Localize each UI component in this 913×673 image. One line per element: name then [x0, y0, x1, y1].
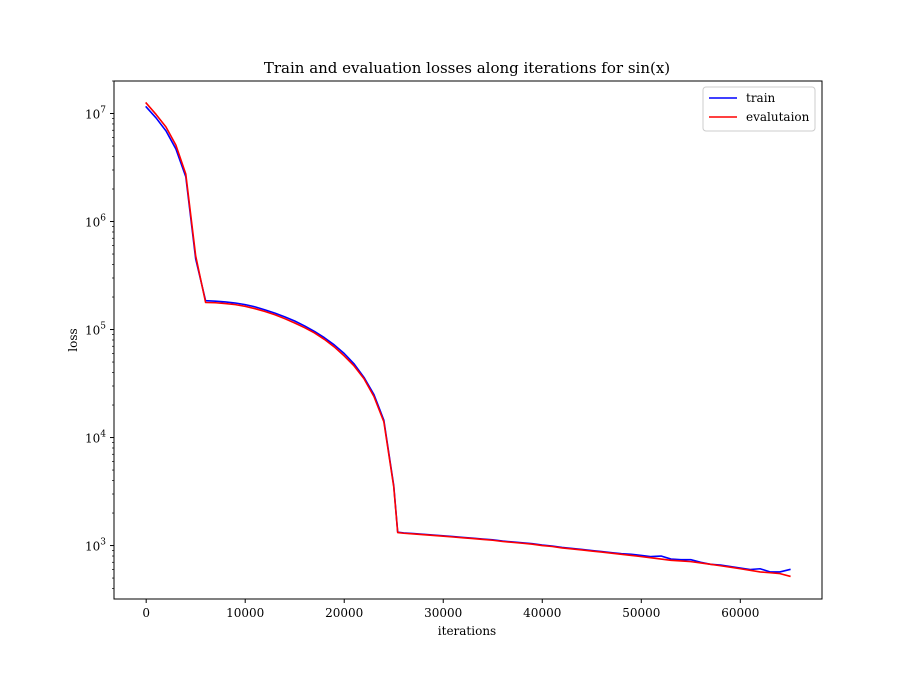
- y-tick-base: 10: [85, 432, 100, 446]
- legend-label-train: train: [746, 91, 776, 105]
- y-tick-base: 10: [85, 324, 100, 338]
- chart-title: Train and evaluation losses along iterat…: [264, 59, 670, 77]
- series-line-evalutaion: [145, 101, 791, 578]
- y-axis-label: loss: [66, 328, 80, 351]
- y-tick-exponent: 6: [100, 214, 106, 224]
- y-tick-exponent: 4: [100, 430, 106, 440]
- y-tick-label: 107: [85, 106, 106, 122]
- x-tick-label: 40000: [523, 606, 561, 620]
- x-tick-label: 0: [142, 606, 150, 620]
- y-tick-base: 10: [85, 216, 100, 230]
- y-tick-base: 10: [85, 540, 100, 554]
- x-tick-label: 60000: [721, 606, 759, 620]
- x-tick-label: 50000: [622, 606, 660, 620]
- y-tick-exponent: 5: [100, 322, 106, 332]
- x-tick-label: 30000: [424, 606, 462, 620]
- y-tick-base: 10: [85, 108, 100, 122]
- y-tick-label: 103: [85, 538, 106, 554]
- x-axis-label: iterations: [438, 624, 496, 638]
- x-tick-label: 10000: [226, 606, 264, 620]
- legend-label-evalutaion: evalutaion: [746, 110, 810, 124]
- legend: train evalutaion: [702, 86, 816, 132]
- y-tick-label: 104: [85, 430, 106, 446]
- y-tick-label: 105: [85, 322, 106, 338]
- x-axis: 0 10000 20000 30000 40000 50000 60000: [142, 599, 759, 620]
- x-tick-label: 20000: [325, 606, 363, 620]
- y-tick-exponent: 3: [100, 538, 106, 548]
- series-group: [145, 101, 791, 578]
- y-tick-label: 106: [85, 214, 106, 230]
- y-tick-exponent: 7: [100, 106, 106, 116]
